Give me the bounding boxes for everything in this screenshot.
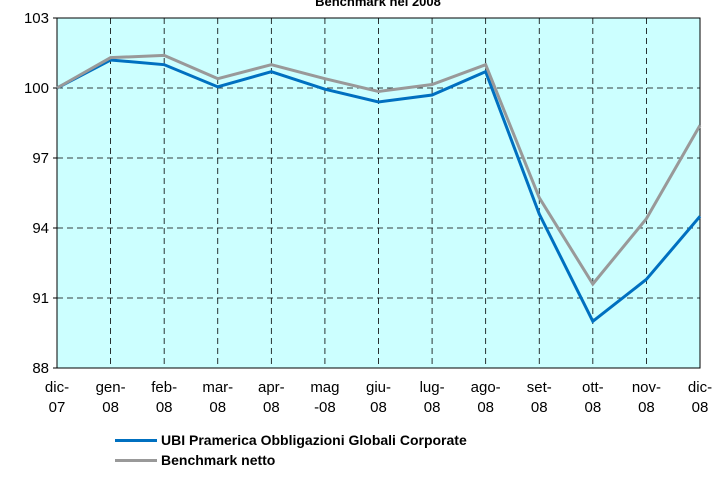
- legend-entry: Benchmark netto: [115, 452, 275, 468]
- series-line: [56, 58, 702, 324]
- x-tick-label: gen-08: [95, 379, 126, 416]
- y-tick-label: 100: [24, 80, 49, 97]
- y-tick-label: 94: [32, 220, 49, 237]
- y-tick-label: 97: [32, 150, 49, 167]
- x-tick-label: dic-07: [44, 379, 70, 416]
- x-tick-label: set-08: [526, 379, 552, 416]
- x-tick-label: ott-08: [581, 379, 604, 416]
- x-tick-label: apr-08: [257, 379, 285, 416]
- legend-label: Benchmark netto: [161, 452, 276, 468]
- x-tick-label: mag-08: [310, 379, 340, 416]
- y-tick-label: 103: [24, 10, 49, 27]
- x-tick-label: giu-08: [365, 379, 391, 416]
- chart-title: Benchmark nel 2008: [315, 0, 441, 9]
- legend-entry: UBI Pramerica Obbligazioni Globali Corpo…: [115, 432, 467, 448]
- y-tick-label: 88: [32, 360, 49, 377]
- series-line: [56, 53, 702, 287]
- x-tick-label: dic-08: [687, 379, 713, 416]
- legend-swatch: [115, 458, 157, 462]
- x-tick-label: mar-08: [202, 379, 234, 416]
- legend-swatch: [115, 438, 157, 442]
- y-tick-label: 91: [32, 290, 49, 307]
- x-tick-label: lug-08: [419, 379, 445, 416]
- x-tick-label: ago-08: [470, 379, 501, 416]
- x-tick-label: feb-08: [151, 379, 178, 416]
- x-tick-label: nov-08: [631, 379, 661, 416]
- legend-label: UBI Pramerica Obbligazioni Globali Corpo…: [161, 432, 467, 448]
